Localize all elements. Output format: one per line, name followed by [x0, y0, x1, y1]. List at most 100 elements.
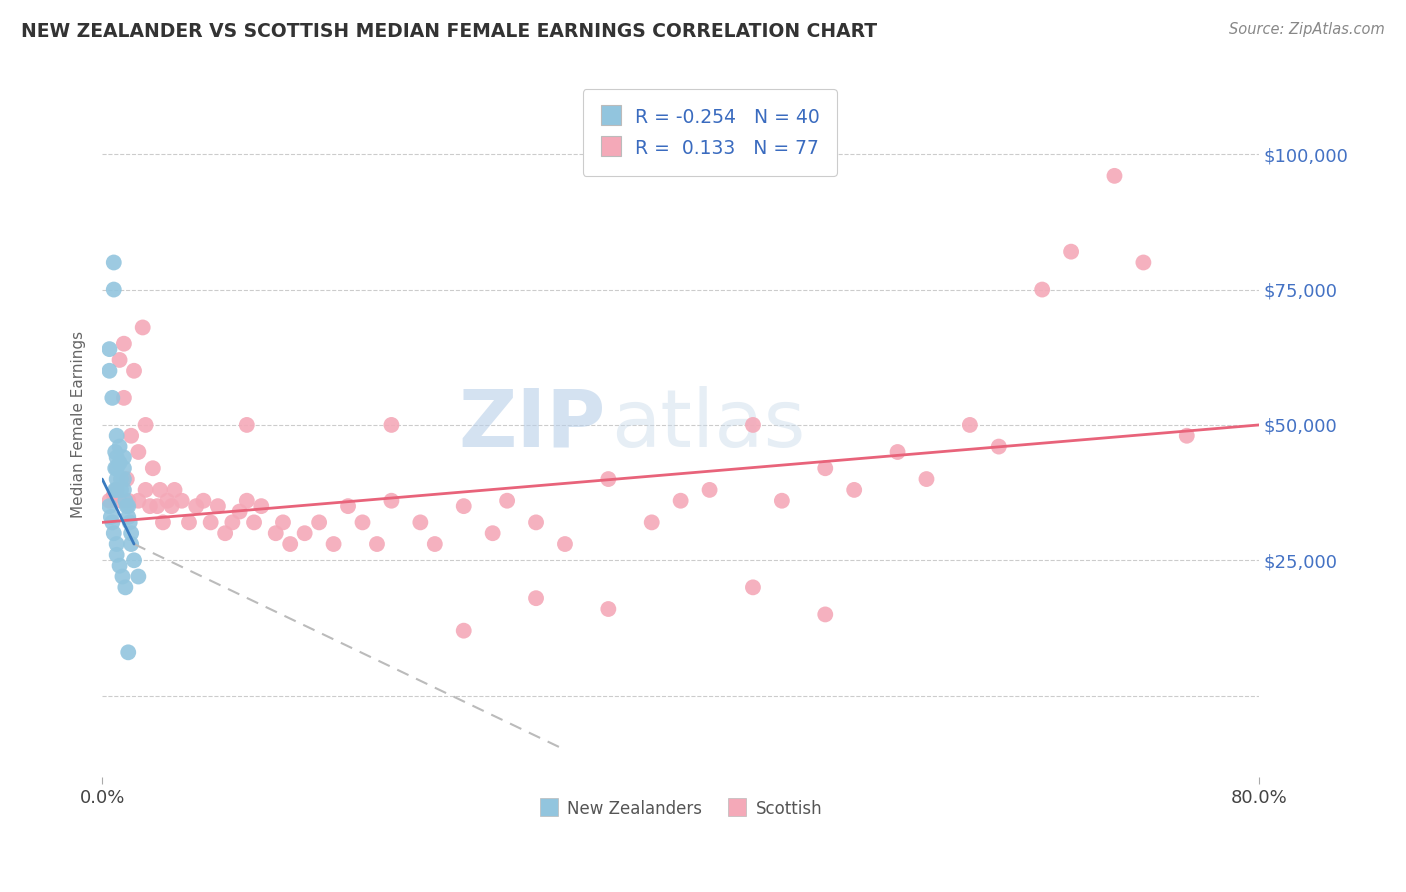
Point	[193, 493, 215, 508]
Point	[160, 499, 183, 513]
Point	[186, 499, 208, 513]
Point	[228, 504, 250, 518]
Point	[117, 645, 139, 659]
Point	[98, 499, 121, 513]
Point	[699, 483, 721, 497]
Point	[481, 526, 503, 541]
Point	[959, 417, 981, 432]
Point	[163, 483, 186, 497]
Point	[135, 483, 157, 497]
Point	[742, 417, 765, 432]
Point	[1175, 429, 1198, 443]
Point	[156, 493, 179, 508]
Point	[105, 461, 128, 475]
Point	[214, 526, 236, 541]
Point	[112, 461, 135, 475]
Point	[112, 336, 135, 351]
Point	[380, 417, 402, 432]
Point	[108, 456, 131, 470]
Point	[170, 493, 193, 508]
Point	[118, 516, 141, 530]
Point	[112, 450, 135, 465]
Legend: New Zealanders, Scottish: New Zealanders, Scottish	[533, 793, 830, 825]
Point	[152, 516, 174, 530]
Point	[108, 440, 131, 454]
Point	[98, 493, 121, 508]
Point	[177, 516, 200, 530]
Point	[1060, 244, 1083, 259]
Point	[110, 472, 132, 486]
Point	[117, 493, 139, 508]
Point	[271, 516, 294, 530]
Point	[105, 450, 128, 465]
Point	[264, 526, 287, 541]
Point	[207, 499, 229, 513]
Point	[114, 580, 136, 594]
Point	[117, 510, 139, 524]
Point	[103, 255, 125, 269]
Point	[641, 516, 664, 530]
Point	[337, 499, 360, 513]
Point	[409, 516, 432, 530]
Point	[104, 461, 127, 475]
Point	[105, 483, 128, 497]
Point	[122, 364, 145, 378]
Point	[814, 607, 837, 622]
Point	[352, 516, 374, 530]
Point	[142, 461, 165, 475]
Text: NEW ZEALANDER VS SCOTTISH MEDIAN FEMALE EARNINGS CORRELATION CHART: NEW ZEALANDER VS SCOTTISH MEDIAN FEMALE …	[21, 22, 877, 41]
Point	[115, 472, 138, 486]
Point	[127, 569, 149, 583]
Point	[770, 493, 793, 508]
Point	[423, 537, 446, 551]
Point	[98, 342, 121, 356]
Point	[110, 493, 132, 508]
Point	[101, 516, 124, 530]
Point	[120, 526, 142, 541]
Point	[104, 483, 127, 497]
Point	[1132, 255, 1154, 269]
Point	[127, 493, 149, 508]
Point	[221, 516, 243, 530]
Point	[110, 483, 132, 497]
Point	[250, 499, 273, 513]
Point	[135, 417, 157, 432]
Point	[103, 488, 125, 502]
Point	[98, 364, 121, 378]
Y-axis label: Median Female Earnings: Median Female Earnings	[72, 331, 86, 518]
Point	[200, 516, 222, 530]
Point	[243, 516, 266, 530]
Point	[366, 537, 388, 551]
Point	[114, 493, 136, 508]
Point	[104, 445, 127, 459]
Point	[524, 516, 547, 530]
Point	[131, 320, 153, 334]
Point	[496, 493, 519, 508]
Point	[987, 440, 1010, 454]
Point	[120, 537, 142, 551]
Point	[322, 537, 344, 551]
Point	[120, 429, 142, 443]
Point	[103, 283, 125, 297]
Point	[1031, 283, 1053, 297]
Point	[103, 526, 125, 541]
Point	[380, 493, 402, 508]
Point	[236, 417, 259, 432]
Point	[117, 499, 139, 513]
Point	[112, 391, 135, 405]
Point	[598, 602, 620, 616]
Point	[669, 493, 692, 508]
Point	[105, 537, 128, 551]
Point	[139, 499, 162, 513]
Point	[101, 391, 124, 405]
Point	[105, 429, 128, 443]
Point	[105, 548, 128, 562]
Point	[844, 483, 866, 497]
Text: atlas: atlas	[612, 386, 806, 464]
Point	[146, 499, 169, 513]
Point	[105, 472, 128, 486]
Point	[108, 558, 131, 573]
Point	[886, 445, 908, 459]
Point	[111, 569, 134, 583]
Point	[453, 499, 475, 513]
